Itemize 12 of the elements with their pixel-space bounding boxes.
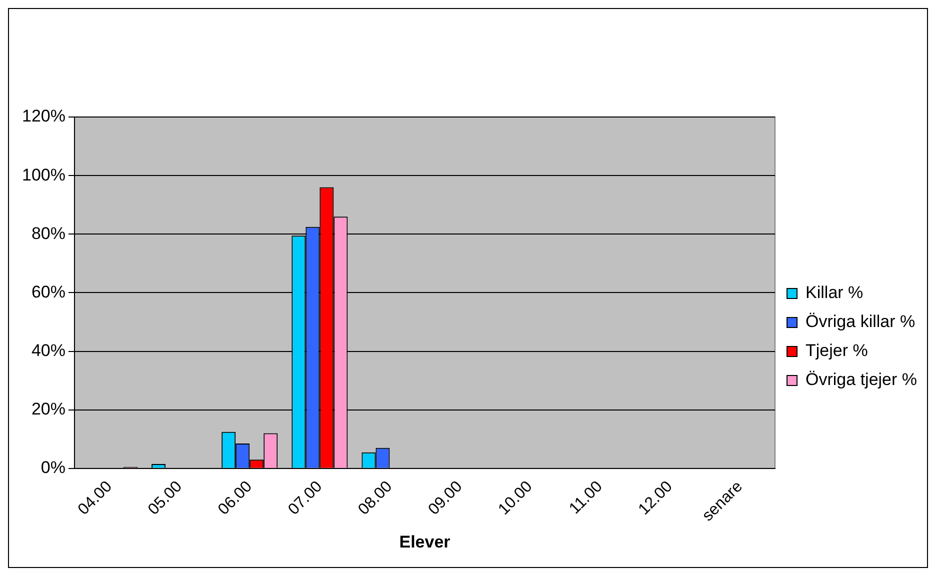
y-tick-label: 40% <box>31 340 66 360</box>
y-tick-label: 0% <box>40 458 66 478</box>
legend-label: Tjejer % <box>806 341 868 360</box>
x-axis-title: Elever <box>399 532 451 552</box>
legend-label: Övriga killar % <box>806 312 916 332</box>
y-tick-label: 80% <box>31 224 66 243</box>
y-tick-label: 20% <box>31 400 66 419</box>
legend-label: Killar % <box>806 283 864 302</box>
y-tick-label: 60% <box>31 282 66 302</box>
y-tick-label: 120% <box>22 106 66 126</box>
y-tick-label: 100% <box>22 165 66 184</box>
legend-label: Övriga tjejer % <box>806 370 918 390</box>
